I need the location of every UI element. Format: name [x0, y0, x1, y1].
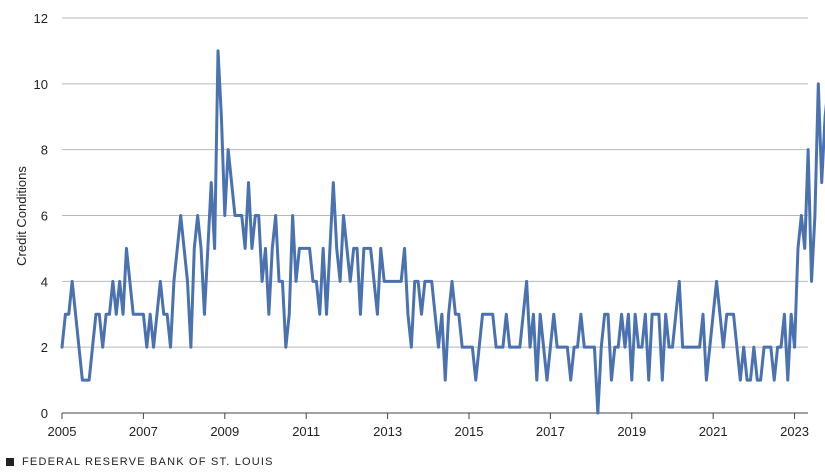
- x-tick-label: 2023: [780, 424, 809, 439]
- source-label: FEDERAL RESERVE BANK OF ST. LOUIS: [22, 456, 274, 468]
- y-tick-label: 12: [34, 11, 48, 26]
- x-tick-label: 2019: [617, 424, 646, 439]
- y-axis-title: Credit Conditions: [14, 166, 29, 266]
- x-axis-tick-labels: 2005 2007 2009 2011 2013 2015 2017 2019 2021 2023: [48, 424, 809, 439]
- x-tick-label: 2015: [455, 424, 484, 439]
- y-tick-label: 0: [41, 406, 48, 421]
- x-tick-label: 2021: [699, 424, 728, 439]
- x-axis: [61, 412, 808, 419]
- y-tick-label: 2: [41, 340, 48, 355]
- x-tick-label: 2007: [129, 424, 158, 439]
- x-tick-label: 2011: [292, 424, 320, 439]
- y-tick-label: 4: [41, 274, 48, 289]
- y-axis-tick-labels: 0 2 4 6 8 10 12: [34, 11, 48, 421]
- footer: FEDERAL RESERVE BANK OF ST. LOUIS: [6, 456, 274, 468]
- x-tick-label: 2017: [536, 424, 565, 439]
- y-tick-label: 8: [41, 143, 48, 158]
- x-tick-label: 2005: [48, 424, 77, 439]
- x-tick-label: 2009: [210, 424, 239, 439]
- footer-square-icon: [6, 458, 14, 466]
- x-tick-label: 2013: [373, 424, 402, 439]
- y-tick-label: 6: [41, 209, 48, 224]
- plot-area: [60, 49, 825, 415]
- y-tick-label: 10: [34, 77, 48, 92]
- series-line: [60, 49, 825, 415]
